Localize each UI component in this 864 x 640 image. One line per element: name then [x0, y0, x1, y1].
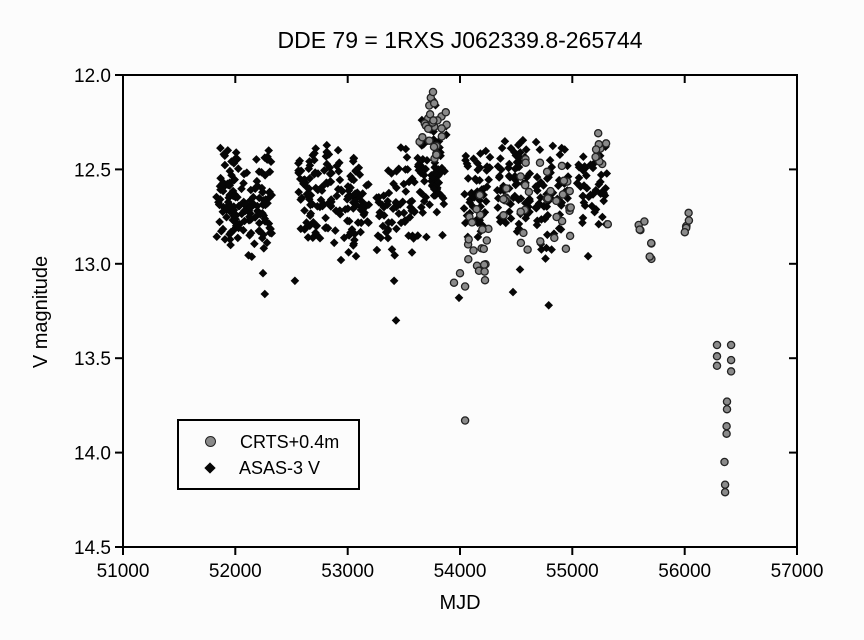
svg-text:12.5: 12.5: [74, 160, 111, 181]
chart-title: DDE 79 = 1RXS J062339.8-265744: [277, 27, 643, 53]
svg-text:51000: 51000: [97, 561, 150, 582]
svg-text:13.0: 13.0: [74, 255, 111, 276]
legend-item-crts: CRTS+0.4m: [179, 432, 358, 452]
legend: CRTS+0.4m ASAS-3 V: [177, 419, 360, 490]
legend-label-asas: ASAS-3 V: [239, 457, 321, 478]
svg-text:55000: 55000: [546, 561, 599, 582]
x-tick-labels: 51000 52000 53000 54000 55000 56000 57000: [97, 561, 824, 582]
svg-text:57000: 57000: [771, 561, 824, 582]
svg-text:14.5: 14.5: [74, 538, 111, 559]
legend-item-asas: ASAS-3 V: [179, 458, 358, 478]
asas-diamond-marker-icon: [204, 461, 216, 474]
crts-circle-marker-icon: [205, 436, 216, 447]
x-axis-label: MJD: [439, 592, 481, 614]
svg-text:12.0: 12.0: [74, 66, 111, 87]
legend-label-crts: CRTS+0.4m: [240, 431, 340, 452]
asas-3-v-points: [212, 95, 612, 325]
svg-text:54000: 54000: [434, 561, 487, 582]
svg-text:13.5: 13.5: [74, 349, 111, 370]
svg-text:52000: 52000: [209, 561, 262, 582]
svg-text:53000: 53000: [321, 561, 374, 582]
y-tick-labels: 12.0 12.5 13.0 13.5 14.0 14.5: [74, 66, 111, 559]
axis-ticks: [115, 74, 798, 555]
svg-text:56000: 56000: [658, 561, 711, 582]
y-axis-label: V magnitude: [30, 255, 52, 369]
svg-text:14.0: 14.0: [74, 444, 111, 465]
crts-0-4m-points: [415, 87, 736, 497]
